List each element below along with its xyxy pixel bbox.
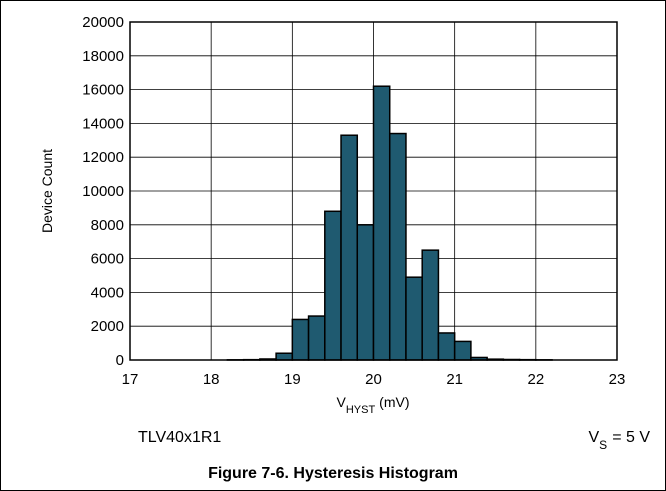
x-tick-label: 21 <box>446 371 463 388</box>
x-tick-label: 23 <box>609 371 626 388</box>
x-axis-label: VHYST (mV) <box>336 394 409 416</box>
x-tick-label: 17 <box>122 371 139 388</box>
x-tick-label: 20 <box>365 371 382 388</box>
y-tick-label: 20000 <box>82 14 124 31</box>
bar <box>356 224 375 361</box>
supply-annotation: VS = 5 V <box>589 429 651 452</box>
y-tick-label: 14000 <box>82 115 124 132</box>
x-label-unit: (mV) <box>379 394 409 410</box>
supply-rest: = 5 V <box>612 429 650 446</box>
y-tick-label: 12000 <box>82 149 124 166</box>
x-label-sub: HYST <box>346 404 376 416</box>
y-tick-label: 4000 <box>91 284 124 301</box>
y-axis-label: Device Count <box>39 149 55 233</box>
bar <box>291 318 310 361</box>
x-tick-label: 18 <box>203 371 220 388</box>
supply-main: V <box>589 429 600 446</box>
x-tick-label: 22 <box>527 371 544 388</box>
bar <box>437 332 456 361</box>
y-tick-label: 0 <box>116 352 124 369</box>
bar <box>388 132 407 361</box>
x-label-main: V <box>336 394 346 410</box>
y-tick-label: 8000 <box>91 217 124 234</box>
bar <box>275 352 294 361</box>
bar <box>372 85 391 361</box>
x-tick-label: 19 <box>284 371 301 388</box>
bar <box>405 276 423 361</box>
y-tick-label: 18000 <box>82 48 124 65</box>
y-tick-label: 10000 <box>82 183 124 200</box>
bar <box>307 315 326 361</box>
y-tick-label: 2000 <box>91 318 124 335</box>
supply-sub: S <box>599 438 607 452</box>
bar <box>421 249 440 361</box>
bar <box>340 134 359 361</box>
caption: Figure 7-6. Hysteresis Histogram <box>208 465 458 482</box>
bar <box>453 340 472 361</box>
y-tick-label: 16000 <box>82 82 124 99</box>
y-tick-label: 6000 <box>91 251 124 268</box>
device-annotation: TLV40x1R1 <box>138 429 221 446</box>
bar <box>324 210 342 361</box>
plot-border <box>129 21 618 361</box>
